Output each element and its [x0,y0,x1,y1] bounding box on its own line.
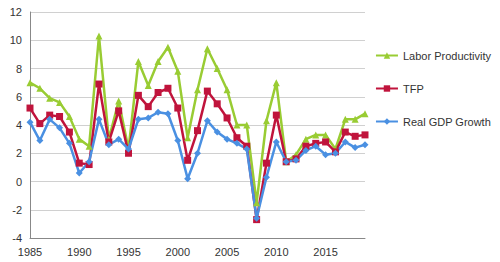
svg-text:6: 6 [16,91,22,103]
svg-text:12: 12 [10,6,22,18]
svg-text:8: 8 [16,63,22,75]
svg-text:Real GDP Growth: Real GDP Growth [403,116,491,128]
svg-text:TFP: TFP [403,83,424,95]
svg-text:2010: 2010 [264,246,288,258]
svg-text:1995: 1995 [116,246,140,258]
svg-text:2: 2 [16,147,22,159]
svg-text:Labor Productivity: Labor Productivity [403,50,492,62]
svg-text:-4: -4 [12,232,22,244]
svg-text:1990: 1990 [67,246,91,258]
svg-text:2000: 2000 [166,246,190,258]
svg-text:1985: 1985 [18,246,42,258]
svg-text:10: 10 [10,34,22,46]
svg-text:2015: 2015 [313,246,337,258]
svg-text:-2: -2 [12,204,22,216]
svg-text:4: 4 [16,119,22,131]
svg-text:2005: 2005 [215,246,239,258]
svg-text:0: 0 [16,176,22,188]
